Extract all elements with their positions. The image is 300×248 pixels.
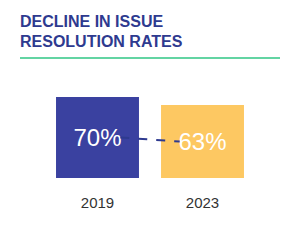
- html-text:DECLINE IN ISSUE RESOLUTION RA: DECLINE IN ISSUE RESOLUTION RATES: [20, 13, 183, 50]
- svg-text:70%: 70%: [73, 124, 121, 151]
- svg-text:2019: 2019: [81, 194, 114, 211]
- svg-text:63%: 63%: [178, 128, 226, 155]
- svg-text:2023: 2023: [186, 194, 219, 211]
